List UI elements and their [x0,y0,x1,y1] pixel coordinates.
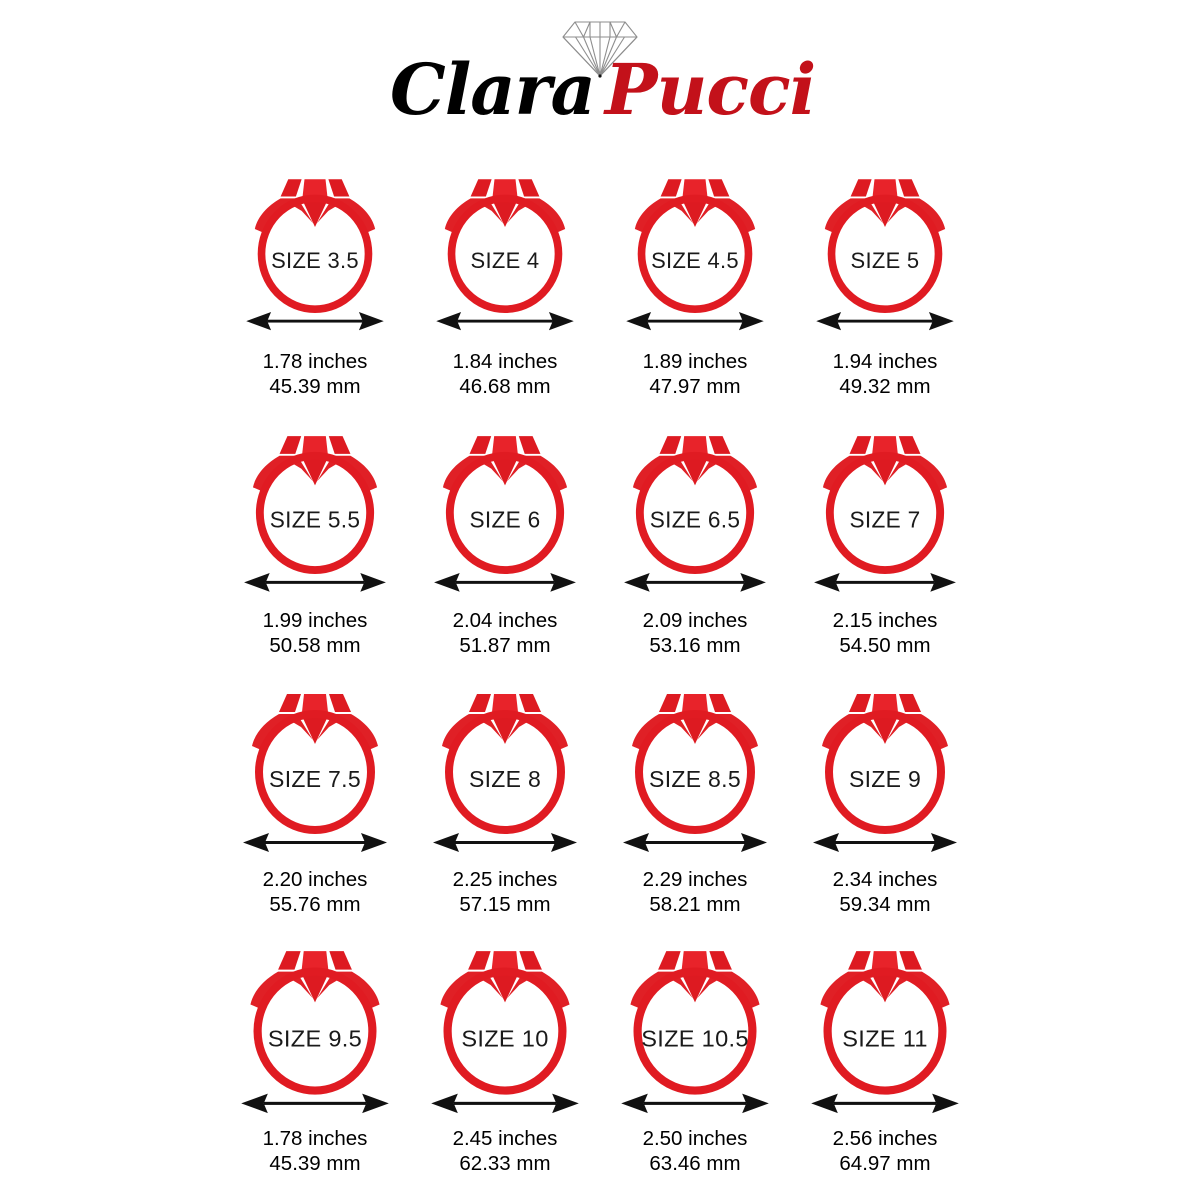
ring-measurements: 2.45 inches 62.33 mm [453,1126,558,1176]
ring-size-cell[interactable]: SIZE 4.5 1.89 inches 47.97 mm [600,162,790,421]
diamond-ring-icon: SIZE 11 [803,937,967,1116]
measure-mm: 46.68 mm [459,375,551,398]
measure-inches: 1.78 inches [262,1127,368,1150]
measure-mm: 51.87 mm [459,634,551,657]
brand-lockup: Clara Pucci [390,12,816,152]
diamond-ring-icon: SIZE 9 [805,680,965,855]
measure-inches: 1.99 inches [262,609,368,632]
diamond-ring-icon: SIZE 6.5 [616,422,774,594]
ring-size-cell[interactable]: SIZE 3.5 1.78 inches 45.39 mm [220,162,410,421]
measure-inches: 1.84 inches [452,350,558,373]
measure-mm: 53.16 mm [649,634,741,657]
diamond-ring-icon: SIZE 6 [426,422,584,594]
diamond-outline-icon [562,21,638,78]
measure-inches: 1.89 inches [642,350,748,373]
measure-inches: 2.45 inches [452,1127,558,1150]
measure-mm: 50.58 mm [269,634,361,657]
ring-size-cell[interactable]: SIZE 6 2.04 inches 51.87 mm [410,421,600,680]
diamond-ring-icon: SIZE 8 [425,680,585,855]
ring-measurements: 2.15 inches 54.50 mm [833,608,938,658]
measure-mm: 45.39 mm [269,1152,361,1175]
measure-mm: 45.39 mm [269,375,361,398]
diamond-ring-icon: SIZE 9.5 [233,937,397,1116]
measure-inches: 2.20 inches [262,868,368,891]
diamond-ring-icon: SIZE 5.5 [236,422,394,594]
ring-measurements: 1.89 inches 47.97 mm [643,349,748,399]
ring-measurements: 1.99 inches 50.58 mm [263,608,368,658]
diamond-ring-icon: SIZE 5 [809,166,962,333]
measure-inches: 1.78 inches [262,350,368,373]
ring-measurements: 2.50 inches 63.46 mm [643,1126,748,1176]
ring-measurements: 2.34 inches 59.34 mm [833,867,938,917]
measure-mm: 57.15 mm [459,893,551,916]
brand-wordmark: Clara Pucci [390,44,816,136]
measure-inches: 2.56 inches [832,1127,938,1150]
diamond-ring-icon: SIZE 4.5 [619,166,772,333]
measure-mm: 54.50 mm [839,634,931,657]
ring-size-cell[interactable]: SIZE 5.5 1.99 inches 50.58 mm [220,421,410,680]
ring-measurements: 1.94 inches 49.32 mm [833,349,938,399]
diamond-ring-icon: SIZE 10.5 [613,937,777,1116]
ring-size-cell[interactable]: SIZE 9 2.34 inches 59.34 mm [790,680,980,939]
measure-inches: 2.29 inches [642,868,748,891]
brand-name-second: Pucci [604,48,816,131]
ring-measurements: 1.78 inches 45.39 mm [263,1126,368,1176]
ring-size-cell[interactable]: SIZE 10 2.45 inches 62.33 mm [410,939,600,1198]
measure-mm: 63.46 mm [649,1152,741,1175]
measure-mm: 47.97 mm [649,375,741,398]
diamond-ring-icon: SIZE 7 [806,422,964,594]
diamond-ring-icon: SIZE 3.5 [239,166,392,333]
ring-size-cell[interactable]: SIZE 10.5 2.50 inches 63.46 mm [600,939,790,1198]
ring-size-cell[interactable]: SIZE 8.5 2.29 inches 58.21 mm [600,680,790,939]
measure-inches: 1.94 inches [832,350,938,373]
ring-size-cell[interactable]: SIZE 7.5 2.20 inches 55.76 mm [220,680,410,939]
measure-mm: 64.97 mm [839,1152,931,1175]
diamond-ring-icon: SIZE 10 [423,937,587,1116]
ring-size-cell[interactable]: SIZE 9.5 1.78 inches 45.39 mm [220,939,410,1198]
ring-size-cell[interactable]: SIZE 7 2.15 inches 54.50 mm [790,421,980,680]
ring-size-grid: SIZE 3.5 1.78 inches 45.39 mm [220,152,980,1198]
ring-size-cell[interactable]: SIZE 8 2.25 inches 57.15 mm [410,680,600,939]
ring-measurements: 1.78 inches 45.39 mm [263,349,368,399]
ring-size-cell[interactable]: SIZE 5 1.94 inches 49.32 mm [790,162,980,421]
measure-mm: 59.34 mm [839,893,931,916]
measure-mm: 62.33 mm [459,1152,551,1175]
ring-measurements: 2.29 inches 58.21 mm [643,867,748,917]
ring-measurements: 2.56 inches 64.97 mm [833,1126,938,1176]
measure-mm: 55.76 mm [269,893,361,916]
ring-measurements: 2.20 inches 55.76 mm [263,867,368,917]
diamond-ring-icon: SIZE 7.5 [235,680,395,855]
measure-inches: 2.34 inches [832,868,938,891]
ring-measurements: 2.09 inches 53.16 mm [643,608,748,658]
brand-header: Clara Pucci [0,0,1200,152]
ring-size-cell[interactable]: SIZE 4 1.84 inches 46.68 mm [410,162,600,421]
measure-inches: 2.25 inches [452,868,558,891]
measure-mm: 58.21 mm [649,893,741,916]
ring-measurements: 2.25 inches 57.15 mm [453,867,558,917]
measure-inches: 2.50 inches [642,1127,748,1150]
measure-inches: 2.15 inches [832,609,938,632]
brand-name-first: Clara [390,48,596,131]
ring-size-cell[interactable]: SIZE 6.5 2.09 inches 53.16 mm [600,421,790,680]
diamond-ring-icon: SIZE 8.5 [615,680,775,855]
ring-measurements: 2.04 inches 51.87 mm [453,608,558,658]
measure-inches: 2.04 inches [452,609,558,632]
ring-size-cell[interactable]: SIZE 11 2.56 inches 64.97 mm [790,939,980,1198]
diamond-ring-icon: SIZE 4 [429,166,582,333]
ring-measurements: 1.84 inches 46.68 mm [453,349,558,399]
measure-mm: 49.32 mm [839,375,931,398]
measure-inches: 2.09 inches [642,609,748,632]
